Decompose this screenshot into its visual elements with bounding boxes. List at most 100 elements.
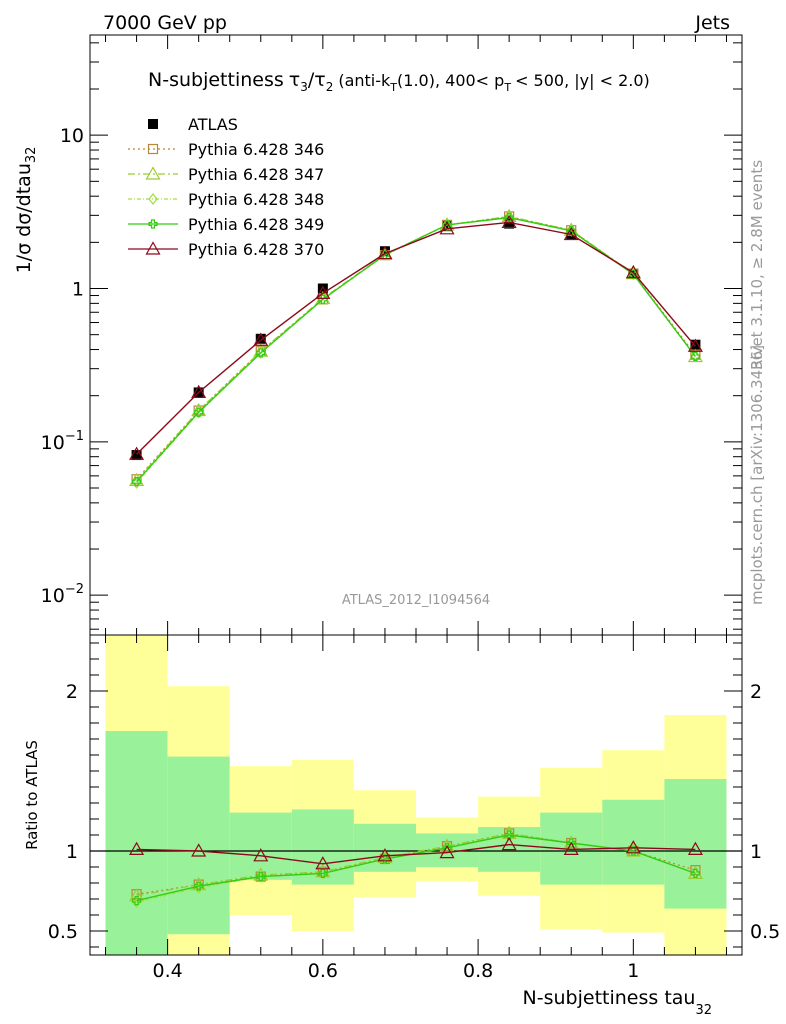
main-point-pythia-6-428-349 (690, 351, 701, 362)
ratio-y-axis-label: Ratio to ATLAS (23, 740, 41, 850)
main-point-pythia-6-428-370 (377, 245, 393, 260)
ratio-point-pythia-6-428-349 (256, 872, 266, 882)
main-point-atlas (131, 450, 142, 461)
ratio-point-pythia-6-428-370 (377, 848, 393, 862)
legend-marker (148, 219, 158, 229)
main-point-atlas (504, 218, 515, 229)
legend-marker (147, 143, 159, 155)
main-point-pythia-6-428-349 (194, 407, 204, 417)
ratio-point-pythia-6-428-347 (129, 888, 145, 902)
title-cut-1: (anti-k (338, 71, 391, 90)
main-y-tick-label: 10 (60, 125, 84, 147)
main-point-pythia-6-428-349 (628, 269, 638, 279)
ratio-point-pythia-6-428-370 (563, 841, 579, 856)
ratio-point-pythia-6-428-370 (315, 856, 331, 870)
title-tau2: τ (314, 69, 325, 91)
main-point-atlas (442, 221, 453, 232)
main-point-atlas (690, 339, 701, 350)
ratio-point-pythia-6-428-349 (504, 830, 514, 840)
main-point-pythia-6-428-349 (566, 226, 576, 236)
header-left-label: 7000 GeV pp (103, 12, 227, 34)
legend-label: ATLAS (188, 115, 238, 134)
title-main: N-subjettiness (148, 69, 284, 91)
main-y-tick-label: 10−2 (41, 582, 84, 607)
main-point-pythia-6-428-370 (501, 214, 517, 228)
ratio-point-pythia-6-428-347 (191, 876, 207, 891)
title-tau3-sub: 3 (300, 80, 308, 94)
ratio-axis-ticks: 0.5 0.5 1 1 2 2 0.4 0.6 0.8 1 (48, 635, 780, 982)
ratio-inner-band (229, 812, 292, 880)
x-tick-label: 0.8 (463, 960, 493, 982)
main-point-pythia-6-428-370 (625, 264, 641, 279)
title-cut-2-sub: T (503, 81, 511, 94)
ratio-point-pythia-6-428-349 (690, 868, 701, 878)
main-y-label-text: 1/σ dσ/dtau (13, 163, 35, 273)
ratio-point-pythia-6-428-370 (625, 840, 641, 854)
main-point-atlas (317, 283, 328, 294)
ratio-point-pythia-6-428-370 (253, 848, 269, 862)
main-point-pythia-6-428-370 (253, 332, 269, 346)
x-label-text: N-subjettiness tau (523, 987, 696, 1009)
legend-label: Pythia 6.428 348 (188, 190, 324, 209)
legend-label: Pythia 6.428 370 (188, 240, 324, 259)
x-tick-label: 0.6 (308, 960, 338, 982)
x-axis-label: N-subjettiness tau32 (523, 987, 712, 1018)
mcplots-credit-label: mcplots.cern.ch [arXiv:1306.3436] (748, 345, 766, 605)
main-point-pythia-6-428-349 (256, 348, 266, 358)
main-point-pythia-6-428-370 (687, 338, 703, 352)
main-point-pythia-6-428-349 (131, 477, 142, 487)
main-point-pythia-6-428-370 (563, 226, 579, 241)
legend-label: Pythia 6.428 346 (188, 140, 324, 159)
ratio-point-pythia-6-428-370 (687, 841, 703, 856)
main-y-label-sub: 32 (24, 147, 39, 164)
main-point-pythia-6-428-348 (131, 476, 142, 489)
main-point-pythia-6-428-370 (129, 446, 145, 460)
title-cut-2: (1.0), 400< p (397, 71, 504, 90)
main-line-pythia-6-428-349 (136, 216, 696, 483)
legend-marker (145, 241, 161, 255)
main-point-pythia-6-428-370 (439, 221, 455, 235)
ratio-plot-area (90, 635, 742, 955)
main-point-pythia-6-428-349 (442, 220, 452, 230)
chart-title: N-subjettiness τ3/τ2 (anti-kT(1.0), 400< p… (148, 69, 650, 94)
ratio-y-tick-label: 2 (66, 681, 78, 703)
main-y-tick-label: 10−1 (41, 429, 84, 454)
title-cut-1-sub: T (389, 81, 397, 94)
title-cut-3: < 500, |y| < 2.0) (515, 71, 650, 90)
ratio-line-pythia-6-428-370 (136, 843, 696, 865)
main-point-pythia-6-428-370 (191, 384, 207, 399)
title-slash: / (308, 69, 315, 91)
ratio-y-tick-label: 1 (66, 841, 78, 863)
legend-marker (145, 166, 161, 180)
main-y-tick-label: 1 (72, 279, 84, 301)
legend-label: Pythia 6.428 349 (188, 215, 324, 234)
ratio-line-pythia-6-428-347 (136, 832, 696, 897)
x-tick-label: 1 (627, 960, 639, 982)
ratio-point-pythia-6-428-349 (194, 881, 204, 891)
ratio-point-pythia-6-428-347 (315, 864, 331, 878)
ratio-panel: 0.5 0.5 1 1 2 2 0.4 0.6 0.8 1 Ratio to ATLAS N-su… (23, 634, 780, 1018)
ratio-point-pythia-6-428-349 (131, 896, 142, 906)
legend: ATLAS Pythia 6.428 346 Pythia 6.428 347 Pyt… (128, 115, 324, 259)
title-tau3: τ (289, 69, 300, 91)
legend-marker (148, 119, 158, 129)
x-tick-label: 0.4 (153, 960, 183, 982)
title-tau2-sub: 2 (326, 80, 334, 94)
ratio-point-pythia-6-428-370 (439, 844, 455, 859)
header-right-label: Jets (694, 12, 730, 34)
ratio-point-pythia-6-428-370 (191, 843, 207, 857)
ratio-y-tick-label-right: 0.5 (750, 921, 780, 943)
main-plot-area (129, 208, 703, 489)
rivet-version-label: Rivet 3.1.10, ≥ 2.8M events (748, 160, 766, 370)
main-point-atlas (255, 333, 266, 344)
legend-label: Pythia 6.428 347 (188, 165, 324, 184)
ratio-point-pythia-6-428-370 (129, 841, 145, 856)
ratio-y-tick-label: 0.5 (48, 921, 78, 943)
ratio-point-pythia-6-428-370 (501, 836, 517, 851)
x-label-sub: 32 (695, 1003, 712, 1018)
legend-marker (148, 193, 158, 205)
main-y-axis-label: 1/σ dσ/dtau32 (13, 147, 39, 274)
main-point-pythia-6-428-370 (315, 285, 331, 299)
